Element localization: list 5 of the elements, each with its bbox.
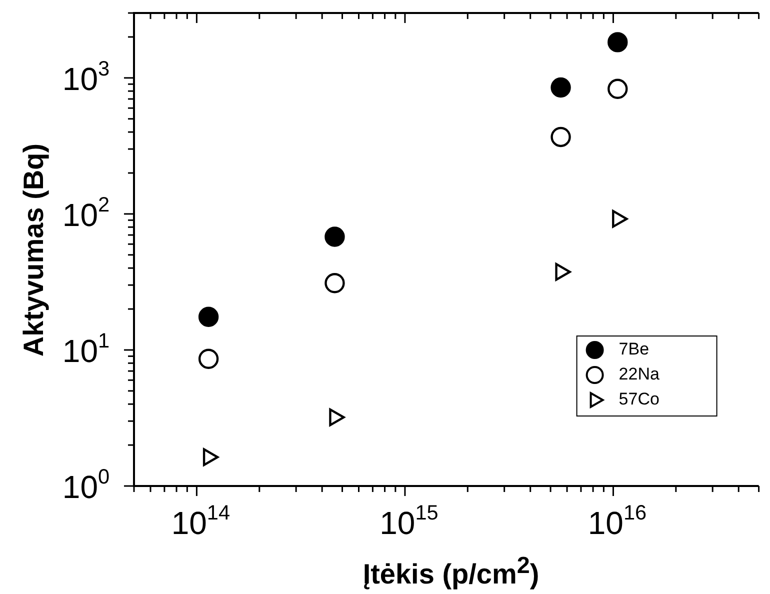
legend-label: 7Be (618, 340, 650, 359)
legend-label: 22Na (618, 364, 660, 384)
legend-label: 57Co (618, 390, 660, 409)
x-axis-title: Įtėkis (p/cm$^{2}$) (362, 551, 540, 592)
y-axis-title: Aktyvumas (Bq) (18, 143, 50, 357)
